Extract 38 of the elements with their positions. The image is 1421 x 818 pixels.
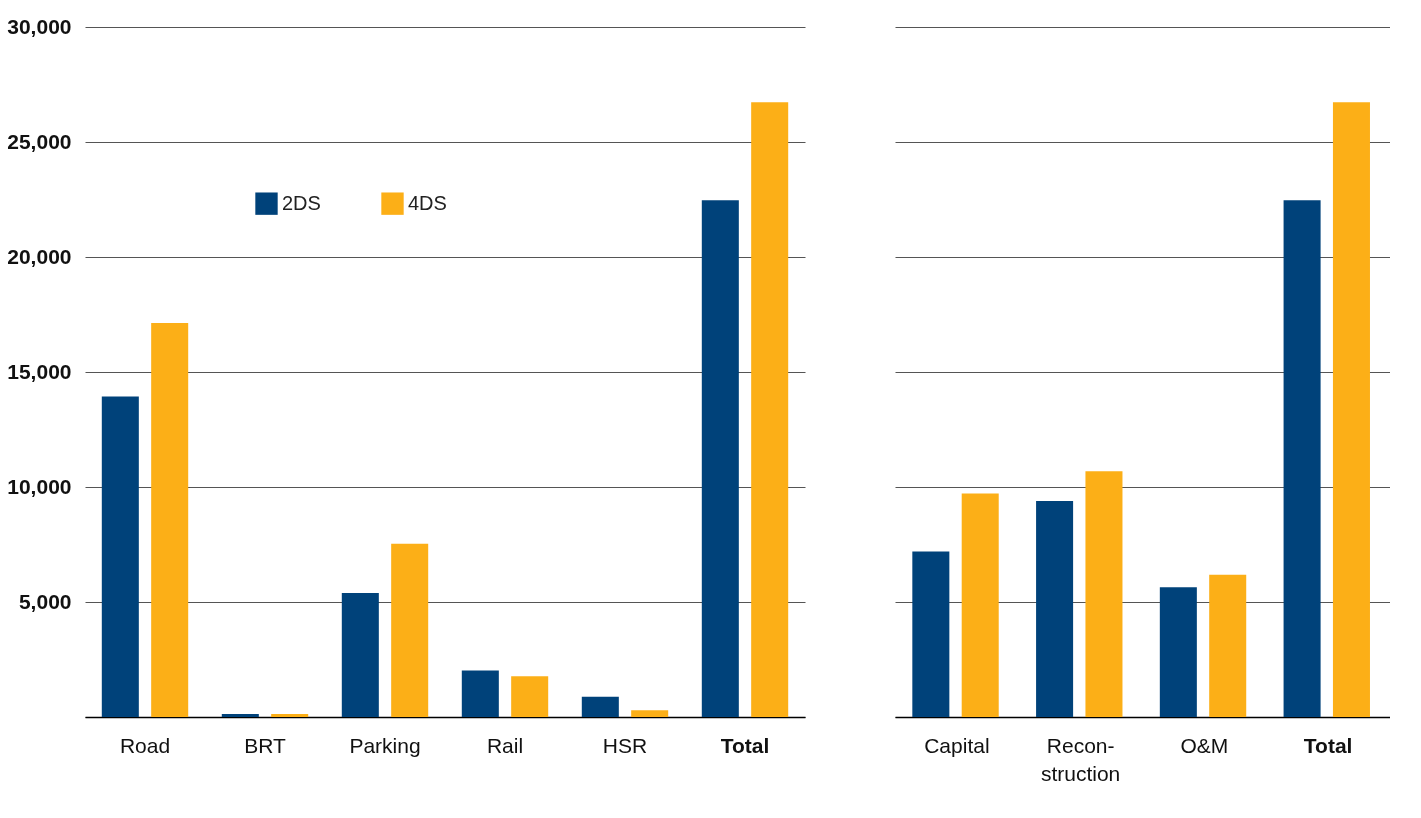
bar	[511, 676, 549, 717]
bar	[221, 714, 259, 717]
bar	[751, 102, 789, 717]
bar	[341, 593, 379, 717]
y-tick-label: 25,000	[7, 129, 72, 153]
x-tick-label: Recon- struction	[1040, 733, 1121, 785]
bar	[1283, 200, 1321, 717]
bar	[912, 551, 950, 717]
y-tick-label: 20,000	[7, 244, 72, 268]
x-tick-label: Total	[720, 733, 770, 757]
legend-label: 2DS	[282, 191, 321, 214]
bar	[1085, 471, 1123, 717]
y-tick-label: 15,000	[7, 359, 72, 383]
bar	[631, 710, 669, 717]
bar	[581, 696, 619, 717]
legend-label: 4DS	[408, 191, 447, 214]
bar	[1036, 501, 1074, 717]
bar	[701, 200, 739, 717]
x-tick-label: O&M	[1180, 733, 1229, 757]
y-tick-label: 30,000	[7, 14, 72, 38]
x-tick-label: Rail	[486, 733, 524, 757]
x-tick-label: Road	[119, 733, 171, 757]
x-tick-label: BRT	[244, 733, 286, 757]
bar	[101, 396, 139, 717]
x-tick-label: Capital	[924, 733, 990, 757]
bar	[151, 323, 189, 717]
bar	[961, 493, 999, 717]
bar	[1159, 587, 1197, 717]
x-tick-label: Total	[1303, 733, 1353, 757]
bar	[271, 714, 309, 717]
y-tick-label: 10,000	[7, 474, 72, 498]
x-tick-label: Parking	[349, 733, 421, 757]
bar	[1209, 574, 1247, 717]
y-tick-label: 5,000	[18, 589, 72, 613]
bar	[461, 670, 499, 717]
x-tick-label: HSR	[602, 733, 648, 757]
bar	[391, 543, 429, 717]
bar	[1332, 102, 1370, 717]
